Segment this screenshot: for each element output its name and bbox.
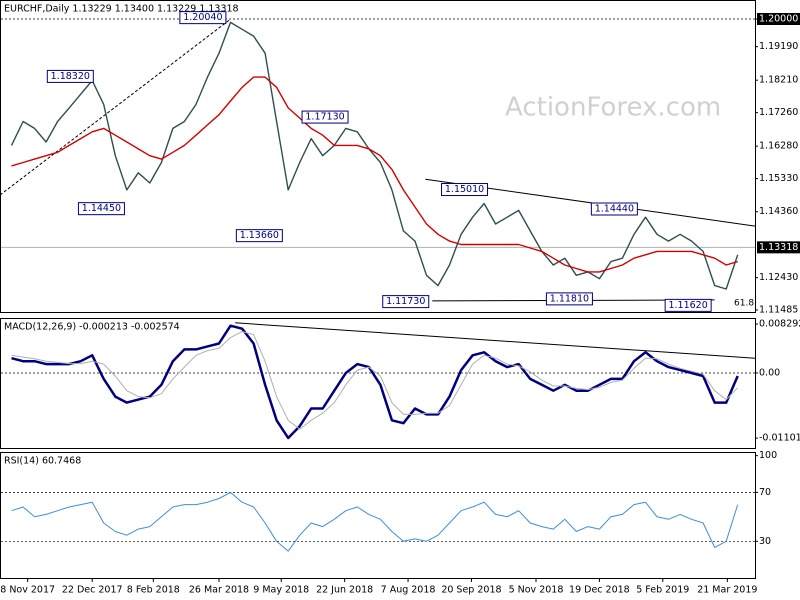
annotation-box (301, 110, 349, 124)
y-tick-label: 1.11485 (759, 304, 798, 315)
x-tick-label: 22 Jun 2018 (316, 585, 373, 596)
x-tick-label: 5 Nov 2018 (509, 585, 564, 596)
y-tick-label: 1.14360 (759, 206, 798, 217)
annotation-label: 1.18320 (51, 71, 90, 82)
series-line (11, 331, 739, 430)
panel-title: RSI(14) 60.7468 (4, 456, 81, 467)
y-tick-label: 70 (759, 487, 771, 498)
level-highlight (757, 13, 800, 26)
x-tick-label: 8 Feb 2018 (127, 585, 180, 596)
annotation-box (664, 298, 712, 312)
y-tick-label: -0.011015 (759, 433, 800, 444)
annotation-label: 1.17130 (305, 112, 344, 123)
x-tick-label: 5 Feb 2019 (636, 585, 689, 596)
y-tick-label: 1.19190 (759, 41, 798, 52)
annotation-label: 1.11810 (550, 293, 589, 304)
annotation-box (235, 229, 283, 243)
y-tick-label: 1.16280 (759, 141, 798, 152)
x-tick-label: 7 Aug 2018 (381, 585, 436, 596)
x-tick-label: 21 Mar 2019 (697, 585, 757, 596)
annotation-box (590, 202, 638, 216)
y-tick-label: 1.15330 (759, 173, 798, 184)
annotation-label: 1.15010 (445, 184, 484, 195)
annotation-box (441, 183, 489, 197)
trend-line (235, 322, 756, 359)
y-tick-label: 100 (759, 450, 777, 461)
annotation-box (545, 292, 593, 306)
annotation-label: 1.20040 (183, 12, 222, 23)
annotation-box (382, 295, 430, 309)
panel-title: EURCHF,Daily 1.13229 1.13400 1.13229 1.1… (4, 4, 239, 15)
y-tick-label: 1.18210 (759, 75, 798, 86)
last-price-label: 1.13318 (759, 242, 798, 253)
trend-line (0, 19, 230, 196)
annotation-label: 1.11620 (668, 300, 707, 311)
x-tick-label: 19 Dec 2018 (569, 585, 630, 596)
panel-frame (0, 452, 756, 579)
annotation-label: 1.14450 (82, 203, 121, 214)
last-price-box (757, 241, 800, 254)
series-line (10, 21, 739, 290)
annotation-box (179, 11, 227, 25)
y-tick-label: 0.008292 (759, 319, 800, 330)
x-tick-label: 9 May 2018 (253, 585, 309, 596)
y-tick-label: 1.17260 (759, 107, 798, 118)
panel-frame (0, 318, 756, 449)
y-tick-label: 0.00 (759, 368, 780, 379)
x-tick-label: 8 Nov 2017 (0, 585, 55, 596)
watermark: ActionForex.com (505, 93, 721, 123)
annotation-label: 1.11730 (386, 296, 425, 307)
x-tick-label: 22 Dec 2017 (62, 585, 123, 596)
fib-label: 61.8 (734, 299, 754, 309)
series-line (11, 491, 739, 552)
y-tick-label: 1.12430 (759, 272, 798, 283)
panel-title: MACD(12,26,9) -0.000213 -0.002574 (4, 322, 180, 333)
x-tick-label: 26 Mar 2018 (189, 585, 249, 596)
y-tick-label: 30 (759, 536, 771, 547)
annotation-box (77, 202, 125, 216)
y-tick-label: 1.20000 (759, 14, 798, 25)
annotation-label: 1.14440 (595, 204, 634, 215)
panel-frame (0, 0, 756, 313)
series-line (11, 324, 739, 440)
annotation-label: 1.13660 (240, 230, 279, 241)
series-line (11, 76, 738, 273)
annotation-box (46, 69, 94, 83)
x-tick-label: 20 Sep 2018 (441, 585, 501, 596)
